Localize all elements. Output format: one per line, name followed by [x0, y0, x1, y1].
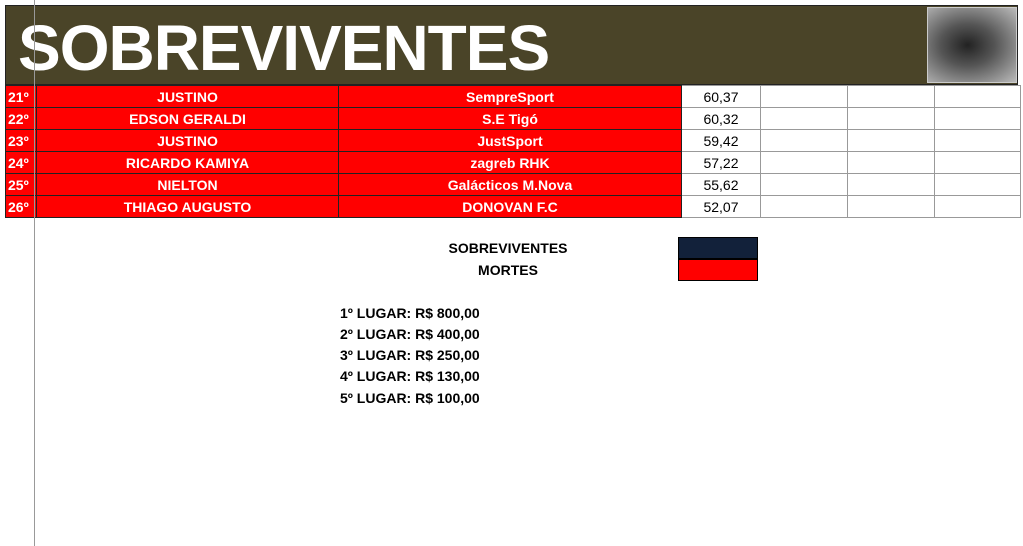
table-row: 23º JUSTINO JustSport 59,42	[5, 129, 1021, 152]
team-cell: SempreSport	[338, 85, 682, 108]
team-cell: JustSport	[338, 129, 682, 152]
score-cell: 57,22	[681, 151, 761, 174]
name-cell: RICARDO KAMIYA	[36, 151, 339, 174]
rank-cell: 24º	[5, 151, 37, 174]
empty-cell	[934, 85, 1021, 108]
empty-cell	[847, 173, 935, 196]
empty-cell	[934, 173, 1021, 196]
prize-5: 5º LUGAR: R$ 100,00	[340, 390, 480, 406]
empty-cell	[934, 107, 1021, 130]
legend-label-mortes: MORTES	[478, 262, 538, 278]
empty-cell	[847, 151, 935, 174]
score-cell: 52,07	[681, 195, 761, 218]
empty-cell	[760, 195, 848, 218]
empty-cell	[760, 151, 848, 174]
prize-2: 2º LUGAR: R$ 400,00	[340, 326, 480, 342]
empty-cell	[760, 173, 848, 196]
table-row: 26º THIAGO AUGUSTO DONOVAN F.C 52,07	[5, 195, 1021, 218]
table-row: 22º EDSON GERALDI S.E Tigó 60,32	[5, 107, 1021, 130]
ranking-table: 21º JUSTINO SempreSport 60,37 22º EDSON …	[5, 85, 1021, 218]
table-row: 25º NIELTON Galácticos M.Nova 55,62	[5, 173, 1021, 196]
rank-cell: 21º	[5, 85, 37, 108]
legend-swatch-sobreviventes	[678, 237, 758, 259]
team-cell: Galácticos M.Nova	[338, 173, 682, 196]
legend-label-sobreviventes: SOBREVIVENTES	[448, 240, 568, 256]
rank-cell: 26º	[5, 195, 37, 218]
title-banner: SOBREVIVENTES	[5, 5, 1018, 85]
rank-cell: 25º	[5, 173, 37, 196]
empty-cell	[934, 195, 1021, 218]
page-title: SOBREVIVENTES	[18, 12, 550, 84]
empty-cell	[847, 107, 935, 130]
name-cell: JUSTINO	[36, 85, 339, 108]
table-row: 24º RICARDO KAMIYA zagreb RHK 57,22	[5, 151, 1021, 174]
score-cell: 55,62	[681, 173, 761, 196]
empty-cell	[847, 85, 935, 108]
empty-cell	[760, 107, 848, 130]
team-cell: S.E Tigó	[338, 107, 682, 130]
name-cell: JUSTINO	[36, 129, 339, 152]
rank-cell: 22º	[5, 107, 37, 130]
score-cell: 60,32	[681, 107, 761, 130]
rank-cell: 23º	[5, 129, 37, 152]
score-cell: 60,37	[681, 85, 761, 108]
empty-cell	[847, 195, 935, 218]
empty-cell	[934, 129, 1021, 152]
empty-cell	[934, 151, 1021, 174]
score-cell: 59,42	[681, 129, 761, 152]
prize-1: 1º LUGAR: R$ 800,00	[340, 305, 480, 321]
legend-swatch-mortes	[678, 259, 758, 281]
team-cell: DONOVAN F.C	[338, 195, 682, 218]
empty-cell	[760, 85, 848, 108]
name-cell: THIAGO AUGUSTO	[36, 195, 339, 218]
reaper-image	[927, 7, 1017, 83]
prize-3: 3º LUGAR: R$ 250,00	[340, 347, 480, 363]
empty-cell	[847, 129, 935, 152]
name-cell: EDSON GERALDI	[36, 107, 339, 130]
prize-4: 4º LUGAR: R$ 130,00	[340, 368, 480, 384]
empty-cell	[760, 129, 848, 152]
table-row: 21º JUSTINO SempreSport 60,37	[5, 85, 1021, 108]
name-cell: NIELTON	[36, 173, 339, 196]
page-break-line	[34, 0, 35, 546]
team-cell: zagreb RHK	[338, 151, 682, 174]
